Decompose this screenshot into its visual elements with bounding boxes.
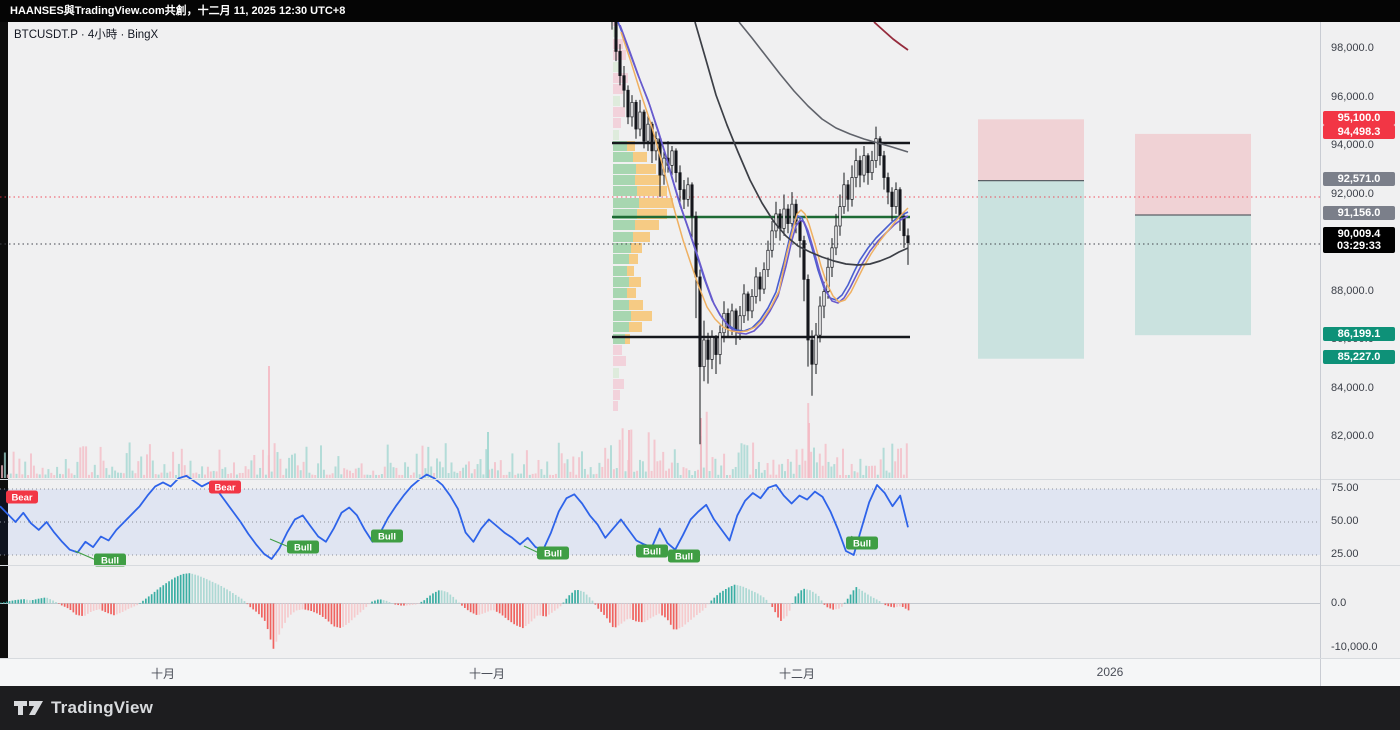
svg-text:Bull: Bull [294, 543, 312, 554]
symbol-title: BTCUSDT.P · 4小時 · BingX [14, 29, 159, 41]
short-position-1[interactable] [978, 119, 1084, 359]
time-axis-label: 十二月 [778, 667, 816, 681]
svg-text:Bull: Bull [643, 547, 661, 558]
indicator-tick-label: -10,000.0 [1331, 640, 1378, 653]
price-axis[interactable]: 98,000.096,000.094,000.092,000.090,000.0… [1320, 22, 1400, 658]
price-badge: 91,156.0 [1323, 206, 1395, 221]
reward-zone [978, 180, 1084, 359]
indicator-tick-label: 0.0 [1331, 596, 1347, 609]
bear-signal-label: Bear [209, 480, 241, 494]
time-axis[interactable]: 十月 十一月 十二月 2026 [0, 658, 1400, 687]
volume-profile [613, 22, 673, 411]
svg-text:Bull: Bull [675, 552, 693, 563]
price-badge: 95,100.0 [1323, 110, 1395, 125]
moving-averages [617, 22, 909, 335]
rsi-pane: Bear Bear Bull Bull Bull Bull Bull Bull Bull [0, 473, 1320, 567]
time-axis-label: 十月 [150, 667, 176, 681]
rsi-line [0, 473, 909, 560]
candlesticks [611, 22, 910, 445]
indicator-tick-label: 25.00 [1331, 548, 1359, 560]
svg-text:Bull: Bull [101, 556, 119, 567]
attribution-bar: HAANSES與TradingView.com共創，十二月 11, 2025 1… [0, 0, 1400, 22]
price-tick-label: 84,000.0 [1331, 381, 1374, 394]
ma-long-gray [738, 22, 909, 153]
price-badge: 94,498.3 [1323, 125, 1395, 140]
time-axis-label: 2026 [1096, 665, 1124, 679]
price-tick-label: 92,000.0 [1331, 187, 1374, 200]
axis-corner-divider [1320, 659, 1321, 687]
bull-signal-label: Bull [371, 529, 403, 543]
ma-slow-purple [619, 24, 909, 335]
svg-text:Bull: Bull [378, 532, 396, 543]
position-tools[interactable] [978, 119, 1251, 359]
price-badge: 92,571.0 [1323, 172, 1395, 187]
volume-spike [628, 430, 630, 478]
bull-signal-label: Bull [523, 545, 569, 560]
bear-signal-label: Bear [6, 490, 38, 504]
volume-spike [487, 432, 489, 478]
ma-orange [620, 31, 909, 333]
risk-zone [978, 119, 1084, 181]
price-badge: 85,227.0 [1323, 350, 1395, 365]
svg-text:Bear: Bear [214, 483, 235, 494]
attribution-text: HAANSES與TradingView.com共創，十二月 11, 2025 1… [10, 5, 346, 17]
price-tick-label: 82,000.0 [1331, 430, 1374, 442]
pane-separator-rsi-macd[interactable] [0, 565, 1400, 566]
bull-signal-label: Bull [269, 538, 319, 554]
pane-separator-price-rsi[interactable] [0, 479, 1400, 480]
tradingview-logo-text: TradingView [51, 698, 154, 717]
short-position-2[interactable] [1135, 133, 1251, 336]
volume-spike [268, 366, 270, 478]
bull-signal-label: Bull [74, 550, 126, 567]
macd-pane [0, 573, 1320, 649]
countdown-timer: 03:29:33 [1336, 240, 1382, 253]
price-tick-label: 88,000.0 [1331, 284, 1374, 297]
price-badge: 86,199.1 [1323, 326, 1395, 341]
reward-zone [1135, 214, 1251, 336]
bull-signal-label: Bull [846, 535, 878, 550]
tradingview-logo[interactable]: TradingView [14, 698, 153, 718]
svg-text:Bull: Bull [544, 549, 562, 560]
ma-medium-gray [694, 22, 909, 266]
indicator-tick-label: 50.00 [1331, 515, 1359, 527]
volume-bars [1, 366, 908, 478]
ma-longest-darkred [873, 22, 909, 51]
volume-spike [808, 423, 810, 478]
price-tick-label: 94,000.0 [1331, 139, 1374, 151]
left-frame-strip [0, 22, 8, 686]
risk-zone [1135, 133, 1251, 215]
volume-spike [700, 418, 702, 478]
bull-signal-label: Bull [636, 544, 668, 558]
bull-signal-label: Bull [668, 549, 700, 563]
price-badge: 90,009.4 03:29:33 [1323, 227, 1395, 254]
price-tick-label: 96,000.0 [1331, 90, 1374, 103]
chart-canvas[interactable]: Bear Bear Bull Bull Bull Bull Bull Bull Bull [0, 22, 1320, 686]
tradingview-logo-icon [14, 701, 43, 715]
svg-text:Bull: Bull [853, 539, 871, 550]
price-tick-label: 98,000.0 [1331, 42, 1374, 54]
svg-text:Bear: Bear [11, 493, 32, 504]
time-axis-label: 十一月 [468, 667, 506, 681]
indicator-tick-label: 75.00 [1331, 482, 1359, 494]
footer-bar: TradingView [0, 686, 1400, 730]
